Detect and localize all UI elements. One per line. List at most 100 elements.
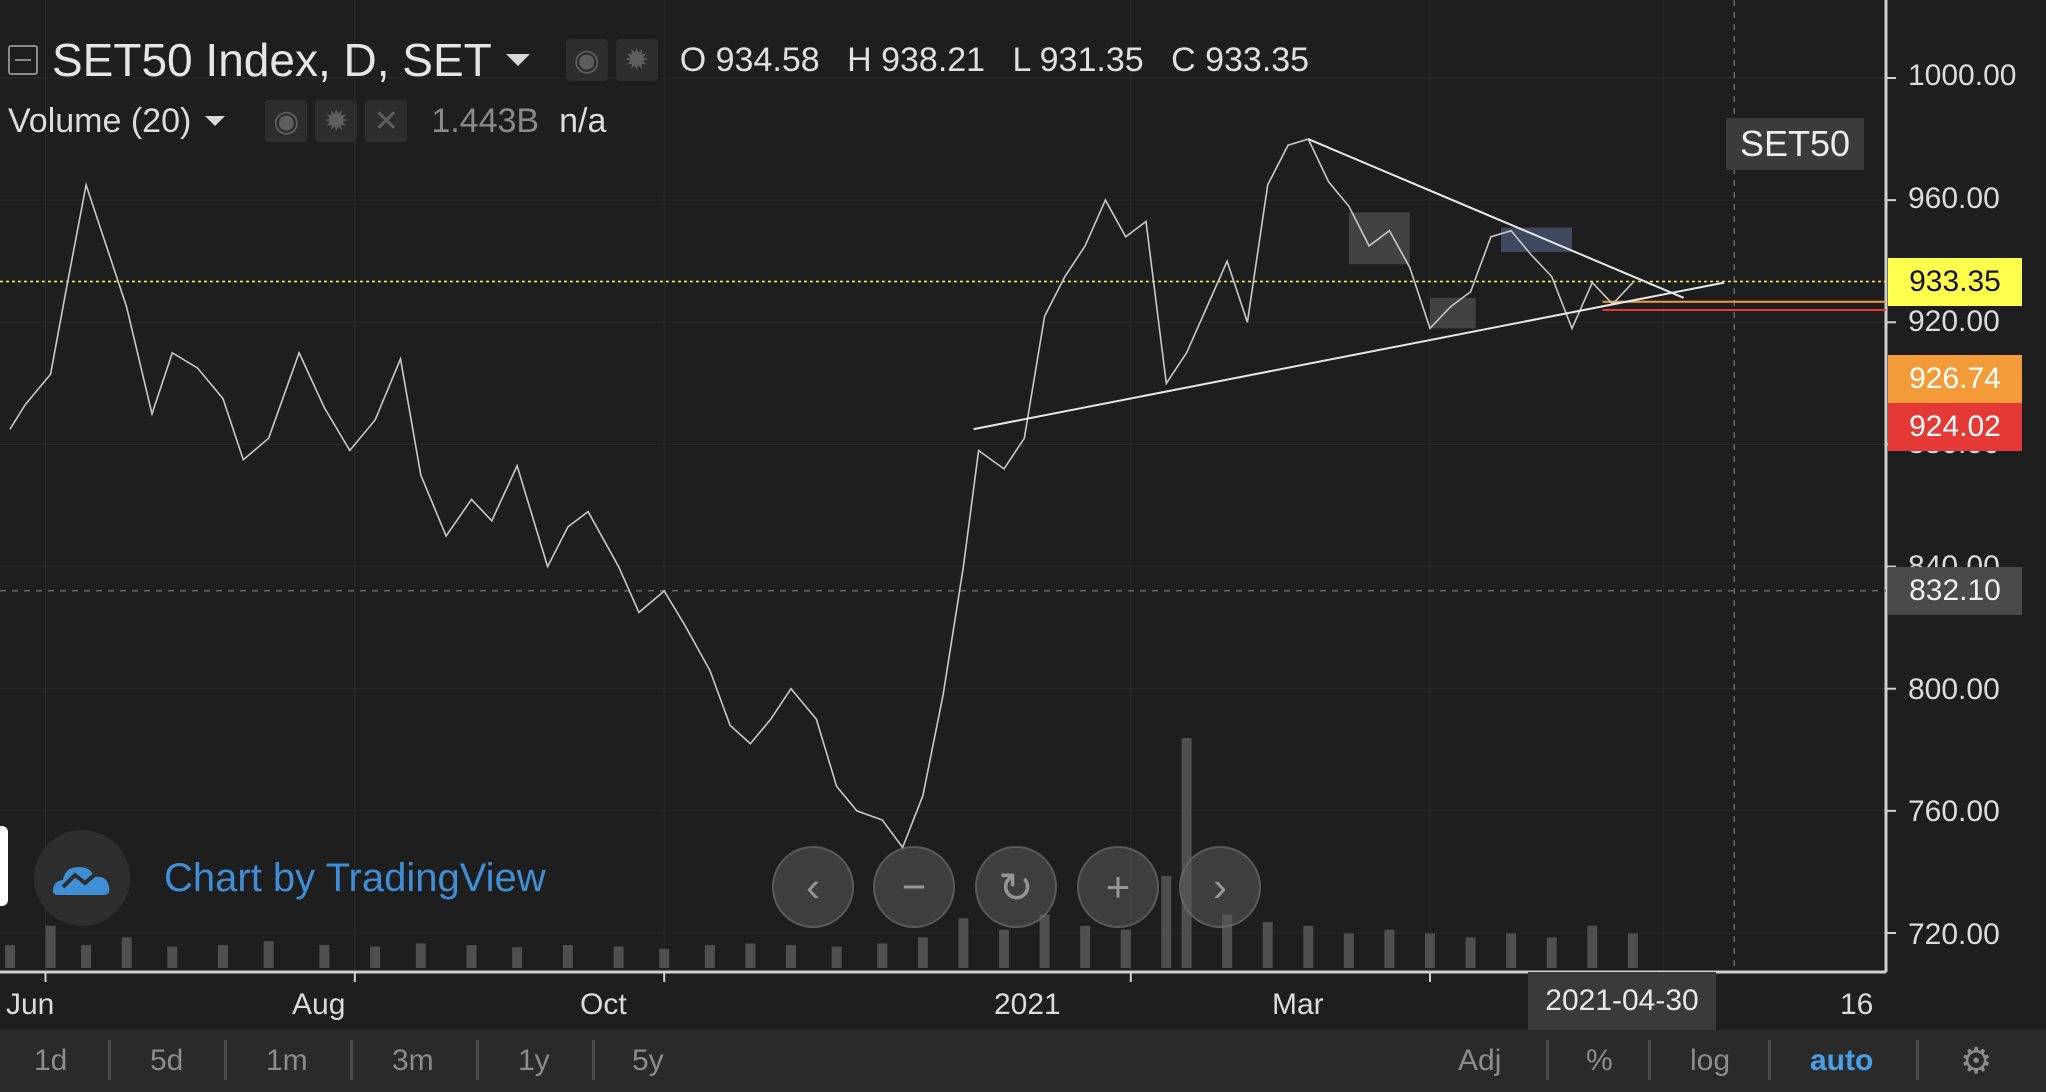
volume-bar [877,943,888,968]
eye-icon[interactable]: ◉ [265,100,308,142]
tradingview-logo-icon [34,830,130,926]
volume-bar [745,943,756,968]
reset-chart-button[interactable]: ↻ [975,846,1057,928]
volume-bar [45,925,56,968]
range-5d-button[interactable]: 5d [150,1044,184,1077]
volume-bar [1303,925,1314,968]
low-value: L 931.35 [1012,40,1144,79]
percent-scale-toggle[interactable]: % [1586,1044,1613,1077]
range-1m-button[interactable]: 1m [266,1044,308,1077]
volume-bar [613,946,624,968]
range-1y-button[interactable]: 1y [518,1044,550,1077]
chevron-down-icon[interactable] [205,116,226,126]
scroll-right-button[interactable]: › [1179,846,1261,928]
volume-bar [1465,937,1476,968]
volume-bar [1627,933,1638,968]
volume-bar [1425,933,1435,968]
toolbar-divider [1648,1040,1651,1080]
range-5y-button[interactable]: 5y [632,1044,664,1077]
gear-icon[interactable]: ✹ [315,100,358,142]
time-tick-label: Jun [6,988,55,1021]
volume-bar [1181,738,1192,968]
symbol-badge: SET50 [1726,118,1864,170]
log-scale-toggle[interactable]: log [1690,1044,1731,1077]
crosshair-price-badge: 832.10 [1888,567,2022,615]
volume-bar [415,943,426,968]
time-tick-label: Aug [292,988,346,1021]
symbol-title[interactable]: SET50 Index, D, SET [52,34,492,86]
gear-icon[interactable]: ⚙ [1960,1040,1993,1081]
price-tick-label: 1000.00 [1908,59,2017,92]
toolbar-divider [1546,1040,1549,1080]
volume-bar [1262,922,1273,968]
side-panel-tab[interactable] [0,826,8,906]
volume-bar [1120,929,1131,968]
volume-bar [958,918,969,968]
toolbar-divider [1916,1040,1919,1080]
time-tick-label: Mar [1272,988,1324,1021]
collapse-legend-button[interactable] [8,45,38,75]
volume-bar [512,947,523,968]
highlight-box [1430,297,1476,329]
price-tick-label: 760.00 [1908,795,2000,828]
volume-bar [1343,933,1354,968]
toolbar-divider [476,1040,479,1080]
volume-bar [1080,925,1091,968]
volume-bar [1384,929,1395,968]
high-value: H 938.21 [847,40,986,79]
price-tick-label: 920.00 [1908,305,2000,338]
volume-bar [1546,937,1557,968]
toolbar-divider [350,1040,353,1080]
volume-bar [786,945,796,968]
volume-title[interactable]: Volume (20) [8,101,192,140]
adjust-toggle[interactable]: Adj [1458,1044,1502,1077]
zoom-out-button[interactable]: − [873,846,955,928]
bottom-toolbar [0,1030,2046,1092]
volume-bar [917,937,928,968]
volume-na: n/a [559,101,607,140]
volume-bar [218,945,228,968]
range-1d-button[interactable]: 1d [34,1044,68,1077]
range-3m-button[interactable]: 3m [392,1044,434,1077]
toolbar-divider [224,1040,227,1080]
time-tick-label: 16 [1840,988,1874,1021]
volume-bar [659,948,670,968]
time-tick-label: Oct [580,988,627,1021]
chevron-down-icon[interactable] [505,54,530,66]
volume-bar [1161,876,1172,968]
toolbar-divider [108,1040,111,1080]
eye-icon[interactable]: ◉ [565,39,608,81]
watermark-text: Chart by TradingView [164,855,546,900]
ohlc-values: O 934.58 H 938.21 L 931.35 C 933.35 [680,41,1327,80]
volume-bar [370,946,381,968]
volume-bar [319,945,330,968]
auto-scale-toggle[interactable]: auto [1810,1044,1874,1077]
trendline [1307,138,1684,299]
zoom-in-button[interactable]: + [1077,846,1159,928]
volume-bar [999,929,1009,968]
time-tick-label: 2021 [994,988,1061,1021]
line1-price-badge: 926.74 [1888,355,2022,403]
price-tick-label: 800.00 [1908,673,2000,706]
volume-bar [1506,933,1517,968]
tradingview-watermark[interactable]: Chart by TradingView [34,830,546,926]
close-icon[interactable]: ✕ [365,100,408,142]
volume-bar [562,945,573,968]
volume-bar [167,946,178,968]
last-price-badge: 933.35 [1888,258,2022,306]
volume-bar [831,946,842,968]
scroll-left-button[interactable]: ‹ [772,846,854,928]
close-value: C 933.35 [1171,40,1310,79]
open-value: O 934.58 [679,40,820,79]
volume-bar [704,945,715,968]
volume-bar [1039,914,1050,968]
symbol-legend: SET50 Index, D, SET ◉ ✹ O 934.58 H 938.2… [8,30,1327,90]
volume-bar [1587,925,1598,968]
volume-bar [81,945,92,968]
trendline [973,281,1725,431]
volume-value: 1.443B [431,101,540,140]
gear-icon[interactable]: ✹ [615,39,658,81]
price-line-series [9,138,1634,850]
